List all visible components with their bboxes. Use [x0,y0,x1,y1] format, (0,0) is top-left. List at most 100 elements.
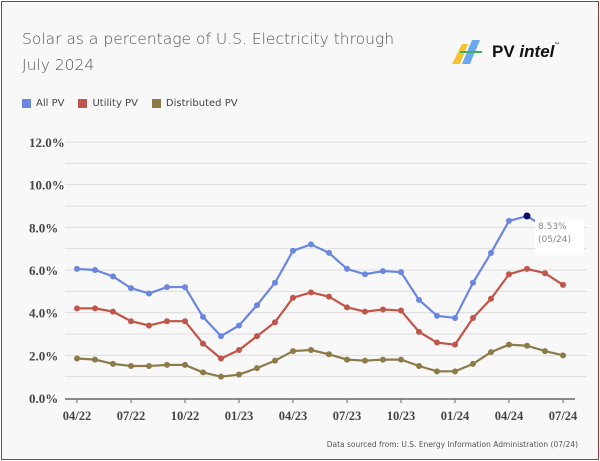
data-point-utility-pv [470,315,476,321]
legend-item-utility-pv[interactable]: Utility PV [78,98,138,109]
legend: All PV Utility PV Distributed PV [22,98,238,109]
y-tick-label: 2.0% [29,348,58,363]
data-point-utility-pv [344,304,350,311]
data-point-utility-pv [110,308,116,315]
data-point-utility-pv [74,305,80,312]
data-point-distributed-pv [272,357,278,364]
data-point-distributed-pv [452,368,458,375]
data-point-distributed-pv [380,356,386,363]
y-tick-label: 6.0% [29,263,58,278]
data-point-distributed-pv [218,373,224,380]
data-point-distributed-pv [236,371,242,378]
data-point-distributed-pv [344,356,350,363]
data-point-all-pv [488,249,494,256]
data-point-utility-pv [524,265,530,272]
data-point-distributed-pv [200,369,206,376]
data-point-distributed-pv [128,363,134,369]
data-point-utility-pv [560,281,566,288]
logo-text-main: PV [492,42,515,61]
data-point-distributed-pv [488,349,494,356]
data-point-all-pv [506,217,512,224]
data-point-utility-pv [380,306,386,313]
chart-title: Solar as a percentage of U.S. Electricit… [22,30,395,74]
data-point-distributed-pv [362,357,368,364]
data-point-all-pv [290,247,296,254]
data-point-utility-pv [416,328,422,335]
y-tick-label: 8.0% [29,220,58,235]
data-point-utility-pv [164,318,170,325]
data-point-utility-pv [362,308,368,315]
data-point-all-pv [236,322,242,329]
data-point-all-pv [470,279,476,286]
y-tick-label: 10.0% [29,178,65,193]
data-point-all-pv [523,212,531,220]
x-tick-label: 10/22 [171,409,199,423]
x-tick-label: 07/24 [549,409,578,423]
logo-text-italic: intel [519,42,555,61]
data-point-all-pv [272,279,278,286]
data-point-distributed-pv [164,361,170,368]
data-point-utility-pv [182,318,188,325]
data-point-all-pv [92,267,98,273]
data-point-distributed-pv [92,356,98,363]
x-tick-label: 01/24 [441,409,470,423]
data-point-utility-pv [272,319,278,326]
series-line-all-pv [76,214,564,338]
x-tick-label: 04/23 [279,409,307,423]
tooltip-date: (05/24) [538,235,571,245]
data-point-distributed-pv [326,351,332,358]
tooltip: 8.53% (05/24) [535,219,584,255]
data-point-all-pv [434,312,440,319]
data-point-utility-pv [452,341,458,348]
data-point-distributed-pv [434,368,440,375]
data-point-all-pv [200,313,206,320]
pv-intel-logo: PV intel™ [452,40,559,64]
data-point-all-pv [416,296,422,303]
data-point-utility-pv [290,294,296,301]
data-point-distributed-pv [542,348,548,355]
data-point-utility-pv [398,307,404,314]
y-tick-label: 12.0% [29,135,65,150]
source-note: Data sourced from: U.S. Energy Informati… [326,440,578,449]
legend-item-all-pv[interactable]: All PV [22,98,64,109]
data-point-all-pv [254,302,260,309]
data-point-utility-pv [542,270,548,277]
data-point-distributed-pv [560,352,566,359]
data-point-utility-pv [146,322,152,329]
data-point-distributed-pv [110,360,116,367]
legend-label: Utility PV [92,98,138,109]
data-point-all-pv [164,284,170,291]
data-point-utility-pv [326,293,332,300]
x-tick-label: 04/22 [63,409,91,423]
series-line-distributed-pv [76,343,564,378]
x-tick-label: 07/22 [117,409,145,423]
data-point-utility-pv [218,355,224,362]
x-tick-label: 07/23 [333,409,361,423]
data-point-all-pv [326,249,332,256]
series-line-utility-pv [77,267,564,360]
data-point-all-pv [74,265,80,272]
data-point-all-pv [146,290,152,297]
logo-mark-icon [452,40,482,64]
y-tick-label: 0.0% [29,391,58,406]
data-point-distributed-pv [398,356,404,363]
data-point-all-pv [218,333,224,340]
data-point-all-pv [110,273,116,280]
logo-trademark: ™ [554,42,560,48]
data-point-distributed-pv [470,360,476,367]
data-point-utility-pv [92,305,98,312]
y-tick-label: 4.0% [29,306,58,321]
x-tick-label: 01/23 [225,409,253,423]
legend-label: Distributed PV [165,98,238,109]
data-point-distributed-pv [182,361,188,368]
data-point-distributed-pv [290,348,296,355]
x-tick-label: 10/23 [387,409,415,423]
legend-item-distributed-pv[interactable]: Distributed PV [151,98,238,109]
data-point-all-pv [182,284,188,291]
data-point-utility-pv [200,340,206,347]
data-point-distributed-pv [254,365,260,372]
data-point-utility-pv [488,295,494,302]
legend-label: All PV [36,98,65,109]
